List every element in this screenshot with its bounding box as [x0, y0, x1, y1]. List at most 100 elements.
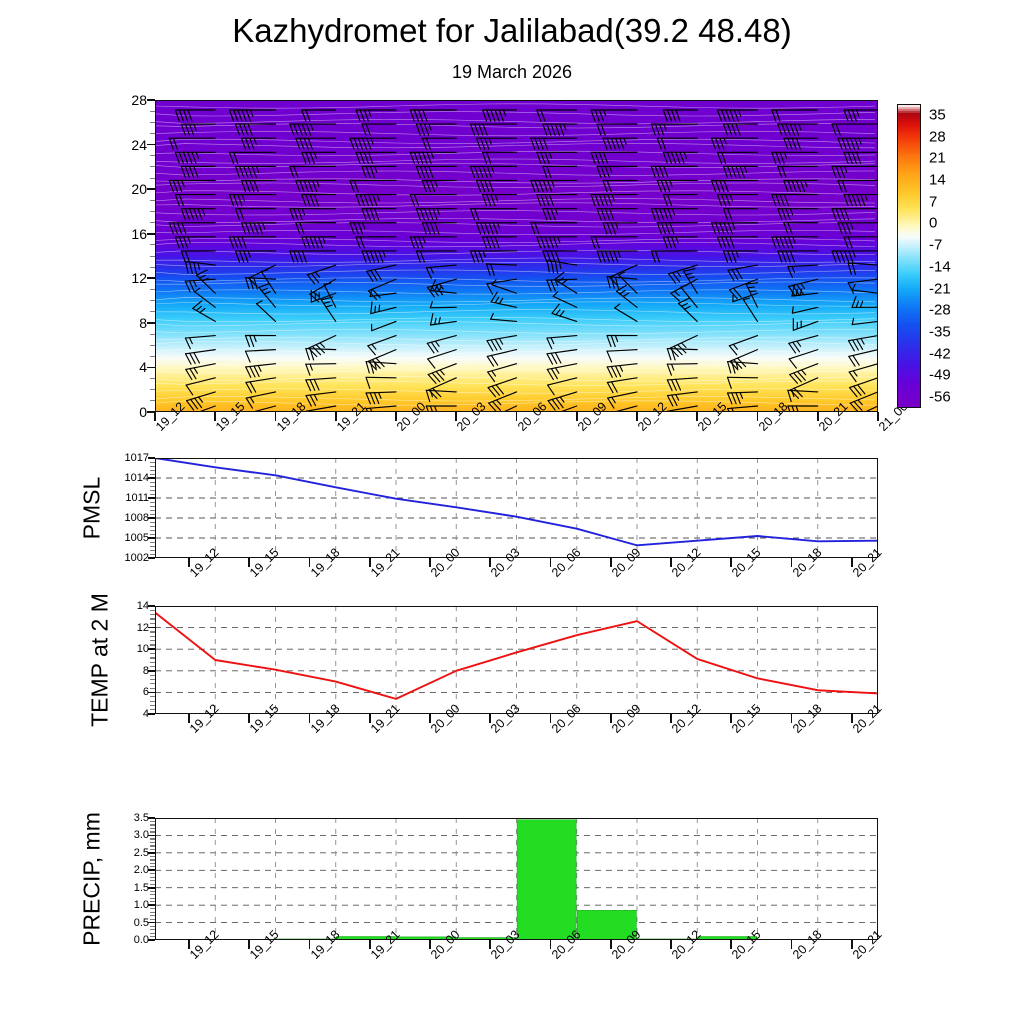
x-tick: [154, 412, 156, 421]
y-minor-tick: [150, 344, 155, 346]
y-minor-tick: [150, 461, 155, 463]
y-tick-label: 16: [131, 225, 147, 242]
y-minor-tick: [150, 533, 155, 535]
y-minor-tick: [150, 687, 155, 689]
pmsl-line-series: [155, 458, 878, 558]
colorbar-tick-label: -49: [929, 366, 951, 384]
y-minor-tick: [150, 644, 155, 646]
y-tick-label: 2.5: [133, 846, 149, 859]
y-minor-tick: [150, 901, 155, 903]
x-tick: [877, 412, 879, 421]
y-tick-label: 6: [142, 686, 149, 699]
y-tick: [148, 904, 155, 906]
y-tick: [147, 322, 155, 324]
y-tick-label: 0: [139, 404, 147, 420]
y-tick: [147, 143, 155, 146]
y-minor-tick: [150, 553, 155, 555]
colorbar-tick-label: 35: [929, 106, 946, 124]
y-minor-tick: [150, 513, 155, 515]
y-minor-tick: [150, 288, 155, 290]
y-tick: [147, 366, 155, 369]
y-minor-tick: [150, 541, 155, 543]
pmsl-axis-label: PMSL: [78, 476, 105, 540]
y-minor-tick: [150, 493, 155, 495]
x-tick: [549, 558, 552, 567]
y-minor-tick: [150, 640, 155, 642]
y-minor-tick: [150, 485, 155, 487]
precip-axis-label: PRECIP, mm: [78, 812, 105, 946]
y-tick: [148, 537, 155, 539]
x-tick: [515, 412, 518, 421]
y-minor-tick: [150, 897, 155, 899]
y-minor-tick: [150, 501, 155, 503]
y-minor-tick: [150, 166, 155, 168]
y-tick: [148, 817, 155, 819]
pmsl-panel: [155, 458, 878, 558]
x-tick: [609, 558, 612, 567]
y-minor-tick: [150, 311, 155, 313]
y-tick-label: 12: [136, 621, 149, 634]
y-minor-tick: [150, 155, 155, 157]
x-tick: [670, 558, 672, 567]
colorbar-gradient: [898, 105, 920, 407]
y-tick-label: 1008: [124, 512, 149, 524]
y-minor-tick: [150, 509, 155, 511]
y-minor-tick: [150, 521, 155, 523]
y-minor-tick: [150, 525, 155, 527]
y-minor-tick: [150, 883, 155, 885]
y-minor-tick: [150, 110, 155, 112]
x-tick: [188, 558, 190, 567]
y-minor-tick: [150, 709, 155, 711]
y-minor-tick: [150, 622, 155, 624]
colorbar-tick-label: 21: [929, 149, 946, 167]
y-tick-label: 24: [131, 136, 147, 153]
x-tick: [214, 412, 217, 421]
y-tick-label: 8: [139, 314, 147, 331]
y-tick-label: 14: [136, 600, 149, 612]
x-tick: [636, 412, 638, 421]
y-minor-tick: [150, 545, 155, 547]
x-tick: [308, 558, 311, 567]
x-tick: [308, 940, 311, 949]
y-tick-label: 1014: [124, 472, 149, 484]
y-tick-label: 8: [142, 664, 149, 677]
y-minor-tick: [150, 838, 155, 840]
y-tick: [148, 626, 155, 629]
y-minor-tick: [150, 876, 155, 878]
x-tick: [429, 558, 431, 567]
x-tick: [429, 940, 431, 949]
x-tick: [368, 714, 371, 723]
y-minor-tick: [150, 199, 155, 201]
y-tick: [148, 477, 155, 479]
page-title: Kazhydromet for Jalilabad(39.2 48.48): [232, 12, 792, 49]
colorbar-tick-label: -42: [929, 345, 951, 363]
x-tick: [670, 714, 672, 723]
y-minor-tick: [150, 255, 155, 257]
x-tick: [816, 412, 819, 421]
x-tick: [756, 412, 759, 421]
y-tick: [147, 99, 155, 101]
colorbar-tick-label: 0: [929, 214, 938, 232]
y-minor-tick: [150, 831, 155, 833]
colorbar-tick-label: 14: [929, 171, 946, 189]
y-tick-label: 0.0: [133, 934, 149, 946]
y-minor-tick: [150, 300, 155, 302]
y-tick: [147, 232, 155, 235]
y-tick-label: 20: [131, 181, 147, 198]
y-tick: [148, 713, 155, 715]
y-minor-tick: [150, 505, 155, 507]
y-tick-label: 1005: [124, 532, 149, 544]
y-minor-tick: [150, 631, 155, 633]
x-tick: [696, 412, 699, 421]
x-tick: [334, 412, 337, 421]
x-tick: [850, 714, 853, 723]
y-tick-label: 1017: [124, 452, 149, 464]
x-tick: [790, 940, 793, 949]
y-minor-tick: [150, 481, 155, 483]
y-tick-label: 0.5: [133, 916, 149, 929]
y-tick: [147, 277, 155, 280]
y-minor-tick: [150, 678, 155, 681]
temp-axis-label: TEMP at 2 M: [86, 593, 113, 727]
y-minor-tick: [150, 529, 155, 531]
y-minor-tick: [150, 469, 155, 471]
